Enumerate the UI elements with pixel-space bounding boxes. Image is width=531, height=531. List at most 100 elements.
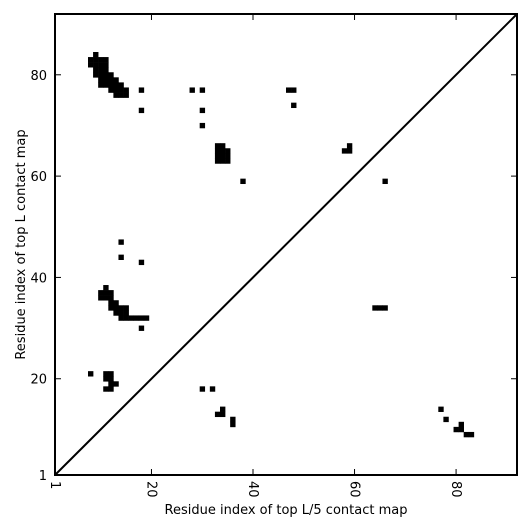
contact-cell-lower <box>103 295 109 301</box>
y-tick-label: 20 <box>30 373 47 388</box>
contact-cell-lower <box>123 315 129 321</box>
contact-cell-lower <box>138 259 145 266</box>
contact-cell-upper <box>98 67 104 73</box>
contact-cell-lower <box>138 325 145 331</box>
contact-cell-upper <box>103 82 109 88</box>
contact-cell-upper <box>98 72 104 78</box>
contact-cell-lower <box>123 310 129 316</box>
contact-cell-upper <box>88 62 94 68</box>
contact-cell-lower <box>98 295 104 301</box>
contact-cell-upper <box>225 158 231 164</box>
contact-cell-upper <box>214 148 221 154</box>
contact-cell-lower <box>468 431 475 438</box>
contact-cell-lower <box>138 315 145 321</box>
contact-cell-lower <box>108 371 114 377</box>
contact-cell-upper <box>225 153 231 159</box>
contact-cell-lower <box>118 305 124 311</box>
contact-cell-upper <box>103 62 109 68</box>
x-tick-label: 80 <box>448 481 463 498</box>
contact-cell-lower <box>143 315 150 321</box>
contact-cell-upper <box>291 87 297 93</box>
contact-cell-lower <box>113 310 119 316</box>
contact-cell-upper <box>98 62 104 68</box>
contact-cell-upper <box>93 72 99 78</box>
contact-cell-lower <box>458 426 464 433</box>
lower-triangle-contacts <box>88 239 475 438</box>
y-axis-label: Residue index of top L contact map <box>14 129 29 359</box>
contact-cell-upper <box>98 77 104 83</box>
diagonal-line <box>54 13 518 476</box>
contact-cell-lower <box>108 300 114 306</box>
contact-cell-upper <box>123 87 129 93</box>
contact-cell-lower <box>88 371 94 377</box>
contact-cell-upper <box>103 67 109 73</box>
contact-cell-upper <box>199 107 206 114</box>
contact-cell-upper <box>346 143 353 149</box>
upper-triangle-contacts <box>88 51 388 185</box>
contact-cell-lower <box>103 376 109 382</box>
y-tick-label: 1 <box>39 469 47 484</box>
contact-cell-lower <box>377 305 383 311</box>
contact-cell-lower <box>128 315 134 321</box>
contact-cell-upper <box>214 143 221 149</box>
x-axis-ticks: 1 20 40 60 80 <box>47 14 463 498</box>
contact-cell-lower <box>199 386 206 392</box>
contact-cell-lower <box>103 386 109 392</box>
contact-cell-upper <box>113 82 119 88</box>
contact-cell-upper <box>93 62 99 68</box>
x-tick-label: 40 <box>245 481 260 498</box>
y-axis-ticks: 1 20 40 60 80 <box>30 69 517 484</box>
contact-cell-lower <box>108 381 114 387</box>
y-tick-label: 60 <box>30 170 47 185</box>
contact-cell-lower <box>230 421 236 428</box>
contact-cell-lower <box>98 290 104 296</box>
y-tick-label: 40 <box>30 271 47 286</box>
contact-cell-lower <box>220 411 226 418</box>
contact-cell-upper <box>220 153 226 159</box>
contact-cell-upper <box>220 143 226 149</box>
contact-cell-upper <box>189 87 195 93</box>
x-tick-label: 60 <box>347 481 362 498</box>
contact-cell-lower <box>220 406 226 412</box>
contact-cell-lower <box>118 254 124 260</box>
contact-cell-upper <box>118 82 124 88</box>
contact-cell-upper <box>98 82 104 88</box>
contact-cell-lower <box>113 305 119 311</box>
contact-cell-upper <box>118 87 124 93</box>
contact-cell-upper <box>88 57 94 63</box>
contact-cell-upper <box>199 87 206 93</box>
contact-cell-upper <box>108 77 114 83</box>
contact-cell-lower <box>443 416 449 423</box>
contact-cell-lower <box>463 431 470 438</box>
contact-cell-upper <box>286 87 292 93</box>
contact-cell-upper <box>214 153 221 159</box>
contact-cell-upper <box>93 67 99 73</box>
contact-cell-lower <box>108 376 114 382</box>
contact-cell-lower <box>113 300 119 306</box>
contact-cell-lower <box>103 290 109 296</box>
contact-cell-upper <box>113 87 119 93</box>
contact-cell-lower <box>382 305 388 311</box>
contact-cell-upper <box>93 57 99 63</box>
contact-cell-upper <box>103 72 109 78</box>
x-tick-label: 20 <box>143 481 158 498</box>
x-axis-label: Residue index of top L/5 contact map <box>165 503 408 518</box>
contact-cell-upper <box>123 92 129 98</box>
contact-cell-lower <box>118 310 124 316</box>
contact-cell-lower <box>118 239 124 245</box>
contact-cell-lower <box>113 381 119 387</box>
contact-cell-upper <box>214 158 221 164</box>
y-tick-label: 80 <box>30 69 47 84</box>
contact-cell-lower <box>108 290 114 296</box>
contact-cell-lower <box>372 305 378 311</box>
contact-cell-upper <box>220 158 226 164</box>
contact-cell-lower <box>458 421 464 428</box>
contact-cell-lower <box>108 305 114 311</box>
contact-cell-lower <box>133 315 140 321</box>
contact-cell-upper <box>220 148 226 154</box>
contact-cell-lower <box>108 295 114 301</box>
contact-cell-upper <box>118 92 124 98</box>
contact-cell-upper <box>225 148 231 154</box>
contact-cell-upper <box>291 102 297 109</box>
